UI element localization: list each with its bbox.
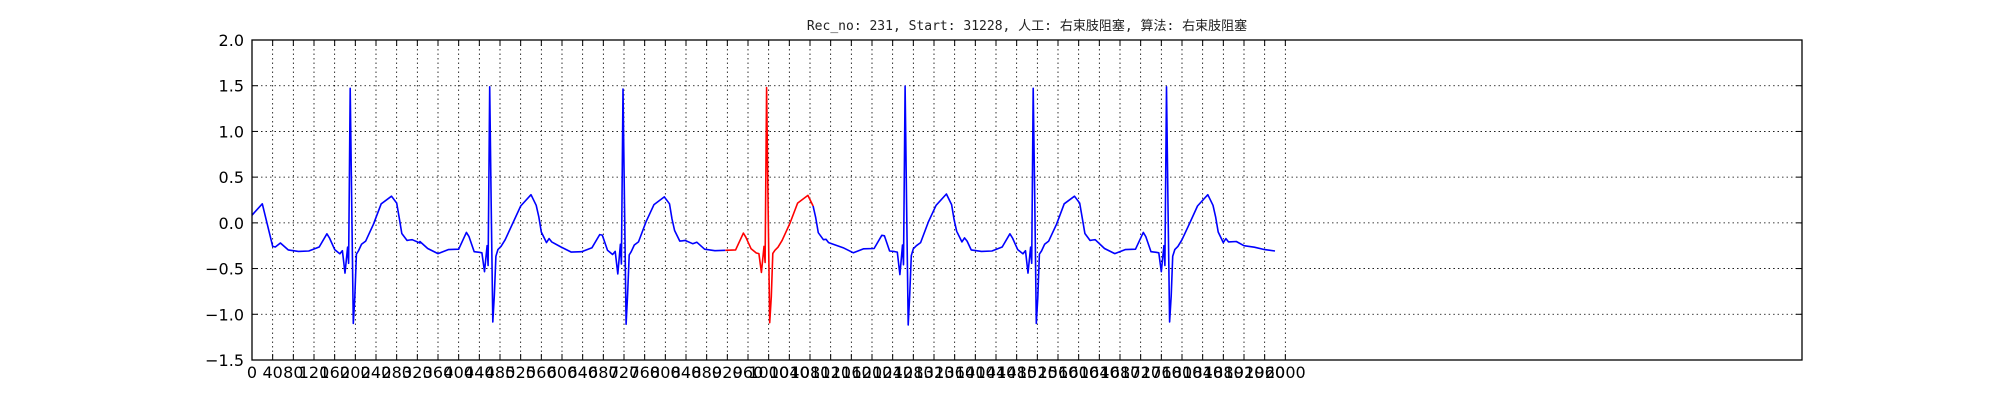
x-tick-label: 360 xyxy=(423,363,454,382)
x-tick-label: 1240 xyxy=(872,363,913,382)
y-tick-label: 0.0 xyxy=(219,214,244,233)
x-tick-label: 840 xyxy=(671,363,702,382)
x-tick-label: 1600 xyxy=(1058,363,1099,382)
y-tick-label: 1.5 xyxy=(219,77,244,96)
x-tick-label: 320 xyxy=(402,363,433,382)
x-tick-label: 1480 xyxy=(996,363,1037,382)
x-tick-label: 40 xyxy=(262,363,282,382)
y-tick-label: 2.0 xyxy=(219,31,244,50)
highlighted-beat-segment xyxy=(725,86,814,324)
y-tick-label: −1.5 xyxy=(205,351,244,370)
x-tick-label: 1080 xyxy=(790,363,831,382)
chart-title: Rec_no: 231, Start: 31228, 人工: 右束肢阻塞, 算法… xyxy=(807,18,1247,34)
x-tick-label: 1760 xyxy=(1141,363,1182,382)
x-tick-label: 80 xyxy=(283,363,303,382)
x-tick-label: 960 xyxy=(733,363,764,382)
x-tick-label: 240 xyxy=(361,363,392,382)
x-tick-label: 400 xyxy=(443,363,474,382)
x-tick-label: 720 xyxy=(609,363,640,382)
y-tick-label: 1.0 xyxy=(219,122,244,141)
x-tick-label: 440 xyxy=(464,363,495,382)
x-tick-label: 1040 xyxy=(769,363,810,382)
x-tick-label: 1520 xyxy=(1017,363,1058,382)
x-tick-label: 880 xyxy=(691,363,722,382)
x-tick-label: 480 xyxy=(485,363,516,382)
x-tick-label: 760 xyxy=(629,363,660,382)
y-axis-ticks: −1.5 −1.0 −0.5 0.0 0.5 1.0 1.5 2.0 xyxy=(205,31,1802,370)
y-tick-label: 0.5 xyxy=(219,168,244,187)
x-tick-label: 1360 xyxy=(934,363,975,382)
x-tick-label: 160 xyxy=(319,363,350,382)
x-tick-label: 1400 xyxy=(955,363,996,382)
x-tick-label: 600 xyxy=(547,363,578,382)
grid xyxy=(252,40,1802,360)
x-tick-label: 1440 xyxy=(976,363,1017,382)
x-tick-label: 1640 xyxy=(1079,363,1120,382)
x-tick-label: 1880 xyxy=(1203,363,1244,382)
x-tick-label: 1680 xyxy=(1100,363,1141,382)
x-tick-label: 1280 xyxy=(893,363,934,382)
x-tick-label: 1160 xyxy=(831,363,872,382)
x-tick-label: 680 xyxy=(588,363,619,382)
ecg-signal xyxy=(251,85,1276,326)
y-tick-label: −0.5 xyxy=(205,260,244,279)
x-tick-label: 120 xyxy=(299,363,330,382)
x-tick-label: 520 xyxy=(505,363,536,382)
x-tick-label: 1200 xyxy=(852,363,893,382)
x-tick-label: 1960 xyxy=(1244,363,1285,382)
signal-segment xyxy=(812,85,1276,326)
x-tick-label: 1840 xyxy=(1182,363,1223,382)
x-axis-ticks: 0 40 8012016020024028032036040044048052056… xyxy=(247,40,1306,382)
x-tick-label: 280 xyxy=(381,363,412,382)
signal-segment xyxy=(251,86,726,326)
x-tick-label: 1560 xyxy=(1038,363,1079,382)
x-tick-label: 1320 xyxy=(914,363,955,382)
x-tick-label: 800 xyxy=(650,363,681,382)
x-tick-label: 560 xyxy=(526,363,557,382)
x-tick-label: 200 xyxy=(340,363,371,382)
plot-frame xyxy=(251,39,1803,361)
x-tick-label: 920 xyxy=(712,363,743,382)
y-tick-label: −1.0 xyxy=(205,305,244,324)
x-tick-label: 0 xyxy=(247,363,257,382)
x-tick-label: 1920 xyxy=(1224,363,1265,382)
x-tick-label: 1120 xyxy=(810,363,851,382)
x-tick-label: 1720 xyxy=(1120,363,1161,382)
x-tick-label: 640 xyxy=(567,363,598,382)
x-tick-label: 1800 xyxy=(1162,363,1203,382)
x-tick-label: 2000 xyxy=(1265,363,1306,382)
x-tick-label: 1000 xyxy=(748,363,789,382)
